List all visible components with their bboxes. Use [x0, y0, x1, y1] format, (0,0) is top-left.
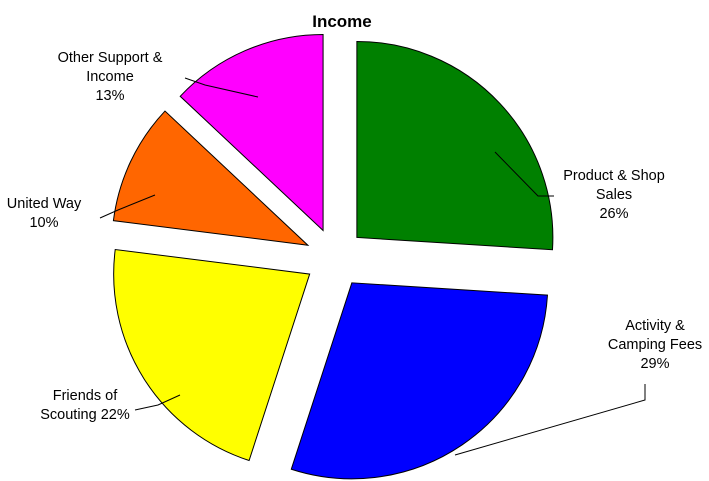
slice-label-line: 29%	[640, 356, 669, 372]
slice-label-line: Scouting 22%	[40, 407, 130, 423]
pie-slice-united-way	[112, 110, 310, 246]
slice-label-friends-of-scouting: Friends of Scouting 22%	[40, 388, 130, 423]
leader-line-other-support-income	[184, 77, 259, 98]
slice-label-line: Product & Shop	[563, 168, 665, 184]
slice-label-line: 26%	[599, 206, 628, 222]
slice-label-activity-camping-fees: Activity & Camping Fees 29%	[608, 318, 702, 372]
slice-label-line: 10%	[29, 215, 58, 231]
slice-label-line: Income	[86, 69, 134, 85]
slice-label-line: Other Support &	[58, 50, 163, 66]
slice-label-other-support-income: Other Support & Income 13%	[58, 50, 163, 104]
pie-slice-activity-camping-fees	[290, 282, 549, 480]
slice-label-line: United Way	[7, 196, 82, 212]
slice-label-line: Sales	[596, 187, 632, 203]
pie-slice-other-support-income	[179, 33, 324, 232]
leader-line-activity-camping-fees	[454, 384, 646, 456]
slice-labels: Product & Shop Sales 26% Activity & Camping …	[7, 50, 702, 423]
slice-label-product-shop-sales: Product & Shop Sales 26%	[563, 168, 665, 222]
slice-label-line: 13%	[95, 88, 124, 104]
leader-lines	[99, 77, 646, 456]
chart-title: Income	[312, 12, 372, 31]
leader-line-friends-of-scouting	[134, 394, 181, 411]
slice-label-line: Activity &	[625, 318, 685, 334]
leader-line-product-shop-sales	[494, 151, 554, 197]
slice-label-line: Camping Fees	[608, 337, 702, 353]
slice-label-line: Friends of	[53, 388, 118, 404]
pie-slice-friends-of-scouting	[113, 248, 311, 462]
pie-slice-product-shop-sales	[356, 40, 554, 251]
slice-label-united-way: United Way 10%	[7, 196, 82, 231]
pie-slices	[112, 33, 554, 480]
leader-line-united-way	[99, 194, 156, 219]
